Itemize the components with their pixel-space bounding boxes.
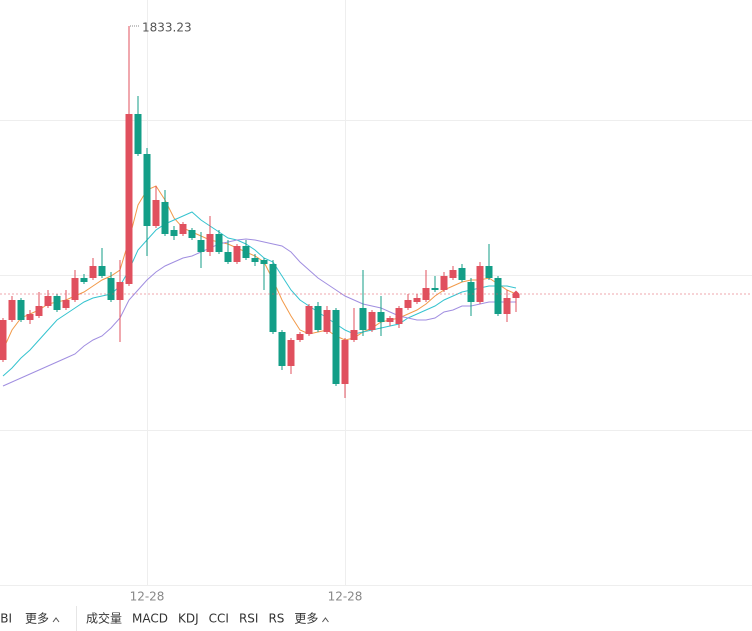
- candle-body: [467, 282, 475, 302]
- candle-body: [431, 288, 439, 290]
- candle-body: [80, 278, 88, 282]
- candle-body: [395, 308, 403, 324]
- candle-body: [332, 310, 340, 384]
- candle-body: [233, 246, 241, 262]
- indicator-button[interactable]: KDJ: [178, 612, 199, 626]
- candle-body: [206, 234, 214, 252]
- candle-body: [89, 266, 97, 278]
- candle-body: [314, 306, 322, 330]
- candle-body: [440, 276, 448, 290]
- candle-body: [8, 300, 16, 320]
- candle-body: [350, 330, 358, 340]
- last-price-marker: [512, 290, 520, 298]
- candle-body: [116, 282, 124, 300]
- candle-body: [341, 340, 349, 384]
- candle-body: [458, 268, 466, 280]
- indicator-button[interactable]: BBI: [0, 612, 12, 626]
- candle-body: [35, 306, 43, 316]
- x-tick-label: 12-28: [130, 590, 165, 604]
- candle-body: [377, 312, 385, 322]
- candle-body: [476, 266, 484, 302]
- candle-body: [71, 278, 79, 300]
- indicator-button[interactable]: CCI: [209, 612, 229, 626]
- candle-body: [62, 300, 70, 308]
- candle-body: [287, 340, 295, 366]
- indicator-button[interactable]: MACD: [132, 612, 168, 626]
- ma-line: [2, 238, 516, 387]
- candle-body: [503, 298, 511, 314]
- candle-body: [269, 264, 277, 332]
- candle-body: [494, 278, 502, 314]
- candle-body: [0, 320, 7, 360]
- candle-body: [278, 332, 286, 366]
- plot: 1833.23 12-28 12-28: [0, 21, 752, 604]
- candle-body: [449, 270, 457, 278]
- indicator-button[interactable]: 更多: [294, 612, 318, 626]
- candle-body: [368, 312, 376, 330]
- candle-body: [386, 318, 394, 322]
- candle-body: [413, 298, 421, 302]
- candle-body: [242, 246, 250, 258]
- chevron-icon: [52, 617, 60, 623]
- candle-body: [260, 260, 268, 264]
- chevron-icon: [322, 617, 329, 623]
- x-tick-label: 12-28: [328, 590, 363, 604]
- candle-body: [188, 230, 196, 238]
- toolbar: BBI 更多 成交量 MACD KDJ CCI RSI RS 更多: [0, 606, 329, 631]
- candle-body: [296, 334, 304, 340]
- indicator-button[interactable]: 更多: [25, 612, 49, 626]
- candle-body: [170, 230, 178, 236]
- indicator-button[interactable]: RS: [268, 612, 284, 626]
- candle-body: [161, 202, 169, 234]
- candle-body: [404, 300, 412, 308]
- indicator-button[interactable]: RSI: [239, 612, 259, 626]
- candle-body: [134, 114, 142, 154]
- candle-body: [107, 278, 115, 300]
- candle-body: [422, 288, 430, 300]
- candle-body: [143, 154, 151, 226]
- candle-body: [53, 296, 61, 310]
- candle-body: [179, 224, 187, 234]
- candle-body: [17, 300, 25, 320]
- candle-body: [197, 240, 205, 252]
- indicator-button[interactable]: 成交量: [86, 611, 122, 626]
- max-label: 1833.23: [142, 21, 192, 35]
- candle-body: [215, 234, 223, 252]
- candle-body: [485, 266, 493, 278]
- candle-body: [152, 200, 160, 226]
- candle-body: [44, 296, 52, 306]
- candle-body: [98, 266, 106, 276]
- candle-body: [224, 252, 232, 262]
- ma-line: [2, 211, 517, 377]
- candle-body: [251, 258, 259, 262]
- candle-body: [359, 308, 367, 330]
- candle-body: [305, 306, 313, 334]
- candle-body: [125, 114, 133, 284]
- candle-body: [26, 314, 34, 320]
- ma-line: [2, 185, 517, 351]
- candle-body: [323, 310, 331, 332]
